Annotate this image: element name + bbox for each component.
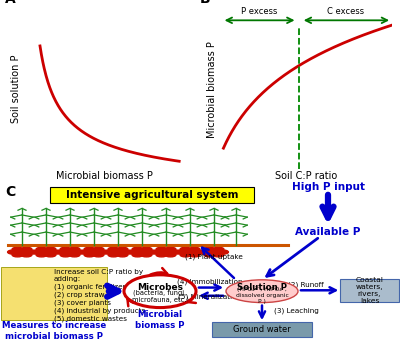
Ellipse shape — [141, 253, 152, 257]
X-axis label: Microbial biomass P: Microbial biomass P — [56, 171, 152, 181]
Ellipse shape — [104, 250, 114, 254]
Ellipse shape — [117, 247, 128, 251]
Ellipse shape — [69, 247, 80, 251]
Ellipse shape — [12, 249, 32, 256]
Ellipse shape — [74, 250, 84, 254]
Ellipse shape — [156, 249, 176, 256]
Ellipse shape — [156, 253, 167, 257]
Ellipse shape — [132, 253, 143, 257]
Ellipse shape — [36, 249, 56, 256]
Ellipse shape — [108, 249, 128, 256]
Text: (1) Plant uptake: (1) Plant uptake — [185, 253, 243, 260]
Ellipse shape — [93, 247, 104, 251]
Ellipse shape — [218, 250, 228, 254]
Ellipse shape — [189, 247, 200, 251]
Text: C: C — [5, 185, 15, 199]
FancyBboxPatch shape — [340, 280, 399, 302]
Text: Increase soil C:P ratio by
adding:
(1) organic fertilizer
(2) crop straw
(3) cov: Increase soil C:P ratio by adding: (1) o… — [54, 269, 145, 323]
Ellipse shape — [180, 253, 191, 257]
Text: (2) Runoff: (2) Runoff — [288, 282, 324, 288]
Ellipse shape — [32, 250, 42, 254]
Ellipse shape — [176, 250, 186, 254]
Ellipse shape — [56, 250, 66, 254]
Ellipse shape — [108, 253, 119, 257]
Ellipse shape — [165, 247, 176, 251]
Ellipse shape — [21, 253, 32, 257]
Ellipse shape — [128, 250, 138, 254]
Ellipse shape — [93, 253, 104, 257]
Ellipse shape — [189, 253, 200, 257]
Text: (3) Leaching: (3) Leaching — [274, 307, 319, 314]
Ellipse shape — [213, 253, 224, 257]
Ellipse shape — [226, 280, 298, 302]
Ellipse shape — [12, 253, 23, 257]
Ellipse shape — [60, 247, 71, 251]
Ellipse shape — [45, 253, 56, 257]
Ellipse shape — [156, 247, 167, 251]
Ellipse shape — [84, 247, 95, 251]
Text: Measures to increase
microbial biomass P: Measures to increase microbial biomass P — [2, 321, 106, 341]
Ellipse shape — [80, 250, 90, 254]
Ellipse shape — [50, 250, 60, 254]
Ellipse shape — [180, 249, 200, 256]
Text: Intensive agricultural system: Intensive agricultural system — [66, 190, 238, 200]
Ellipse shape — [204, 247, 215, 251]
Ellipse shape — [84, 249, 104, 256]
Ellipse shape — [60, 249, 80, 256]
Ellipse shape — [213, 247, 224, 251]
Ellipse shape — [122, 250, 132, 254]
Ellipse shape — [8, 250, 18, 254]
Text: Microbes: Microbes — [137, 283, 183, 292]
Ellipse shape — [21, 247, 32, 251]
Ellipse shape — [132, 247, 143, 251]
Text: C excess: C excess — [327, 7, 364, 16]
Text: (4) Immobilization: (4) Immobilization — [177, 278, 243, 285]
Text: Microbial
biomass P: Microbial biomass P — [135, 310, 185, 330]
Ellipse shape — [84, 253, 95, 257]
Ellipse shape — [12, 247, 23, 251]
Text: High P input: High P input — [292, 182, 364, 191]
Ellipse shape — [200, 250, 210, 254]
Ellipse shape — [26, 250, 36, 254]
Ellipse shape — [146, 250, 156, 254]
Ellipse shape — [165, 253, 176, 257]
Ellipse shape — [141, 247, 152, 251]
Y-axis label: Soil solution P: Soil solution P — [11, 55, 21, 123]
Ellipse shape — [180, 247, 191, 251]
Text: Available P: Available P — [295, 227, 361, 237]
Text: P excess: P excess — [241, 7, 278, 16]
Ellipse shape — [36, 253, 47, 257]
Ellipse shape — [152, 250, 162, 254]
Ellipse shape — [132, 249, 152, 256]
X-axis label: Soil C:P ratio: Soil C:P ratio — [275, 171, 337, 181]
Text: (5) Mineralization: (5) Mineralization — [178, 294, 242, 300]
FancyBboxPatch shape — [50, 187, 254, 203]
Ellipse shape — [204, 249, 224, 256]
Text: Coastal
waters,
rivers,
lakes: Coastal waters, rivers, lakes — [356, 277, 384, 304]
Text: Ground water: Ground water — [233, 325, 291, 334]
Ellipse shape — [36, 247, 47, 251]
Text: A: A — [5, 0, 16, 6]
Ellipse shape — [194, 250, 204, 254]
Text: Solution P: Solution P — [237, 283, 287, 292]
Ellipse shape — [98, 250, 108, 254]
Ellipse shape — [69, 253, 80, 257]
Ellipse shape — [45, 247, 56, 251]
Ellipse shape — [204, 253, 215, 257]
Ellipse shape — [170, 250, 180, 254]
Ellipse shape — [108, 247, 119, 251]
Text: (bacteria, fungi,
microfauna, etc.): (bacteria, fungi, microfauna, etc.) — [132, 289, 188, 303]
Y-axis label: Microbial biomass P: Microbial biomass P — [207, 41, 217, 138]
Text: (HPO₄²⁻, H₂PO₄⁻,
dissolved organic
P ): (HPO₄²⁻, H₂PO₄⁻, dissolved organic P ) — [236, 286, 288, 304]
FancyBboxPatch shape — [212, 322, 312, 337]
Ellipse shape — [117, 253, 128, 257]
Text: B: B — [199, 0, 210, 6]
FancyBboxPatch shape — [1, 266, 107, 320]
Ellipse shape — [60, 253, 71, 257]
